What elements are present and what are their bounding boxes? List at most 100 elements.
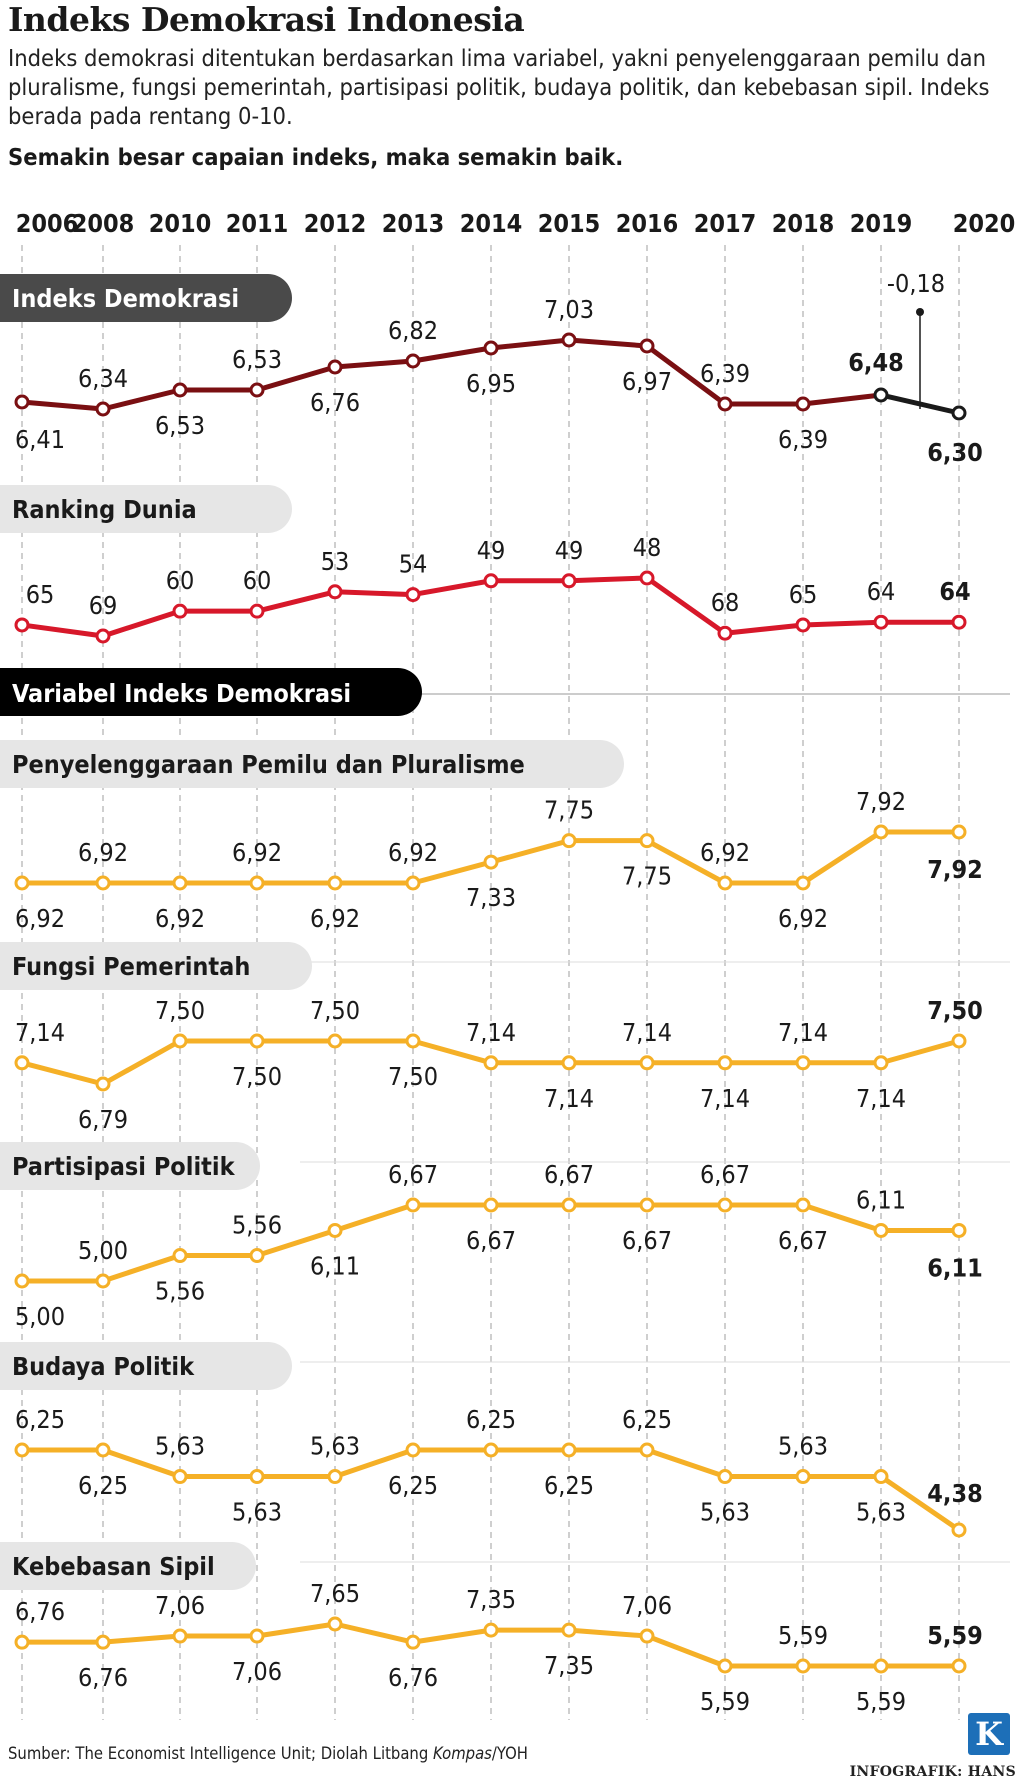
data-label: 7,50: [155, 996, 205, 1025]
data-label: 7,35: [544, 1651, 594, 1680]
data-point: [95, 1076, 111, 1092]
data-point: [14, 617, 30, 633]
data-point: [483, 1442, 499, 1458]
data-label: 5,59: [856, 1687, 906, 1716]
year-label: 2010: [149, 209, 212, 238]
data-label: 5,63: [778, 1432, 828, 1461]
data-label: 5,63: [155, 1432, 205, 1461]
data-point: [95, 1273, 111, 1289]
data-label: 6,76: [15, 1597, 65, 1626]
data-label: 6,92: [15, 904, 65, 933]
data-point: [951, 1658, 967, 1674]
data-point: [561, 1055, 577, 1071]
source-suffix: /YOH: [491, 1744, 528, 1763]
data-label: 6,48: [848, 348, 904, 377]
data-point: [95, 1442, 111, 1458]
data-point: [327, 875, 343, 891]
year-label: 2014: [460, 209, 523, 238]
data-label: 6,41: [15, 425, 65, 454]
data-point: [14, 1273, 30, 1289]
data-point: [795, 1055, 811, 1071]
data-label: 69: [89, 591, 118, 620]
data-label: 5,00: [15, 1302, 65, 1331]
data-point: [249, 1033, 265, 1049]
data-label: 7,75: [544, 796, 594, 825]
data-point: [483, 340, 499, 356]
data-point: [172, 1628, 188, 1644]
data-point: [639, 833, 655, 849]
data-label: 7,14: [700, 1084, 750, 1113]
data-point: [873, 1658, 889, 1674]
data-label: 5,56: [232, 1211, 282, 1240]
series-label: Ranking Dunia: [12, 495, 197, 524]
series-label: Penyelenggaraan Pemilu dan Pluralisme: [12, 750, 525, 779]
source-note: Sumber: The Economist Intelligence Unit;…: [8, 1744, 528, 1763]
data-point: [249, 1469, 265, 1485]
data-label: 4,38: [927, 1479, 983, 1508]
data-label: 49: [477, 536, 506, 565]
data-label: 6,76: [310, 388, 360, 417]
data-label: 7,14: [15, 1018, 65, 1047]
data-point: [873, 614, 889, 630]
data-point: [327, 584, 343, 600]
data-label: 7,14: [778, 1018, 828, 1047]
data-label: 6,67: [778, 1226, 828, 1255]
series-label: Partisipasi Politik: [12, 1152, 236, 1181]
data-point: [172, 382, 188, 398]
data-point: [172, 1248, 188, 1264]
data-point: [14, 1055, 30, 1071]
data-point: [873, 387, 889, 403]
data-point: [14, 1442, 30, 1458]
data-label: 53: [321, 547, 350, 576]
data-label: 5,56: [155, 1277, 205, 1306]
data-label: 6,67: [544, 1160, 594, 1189]
data-point: [795, 875, 811, 891]
data-label: 7,14: [466, 1018, 516, 1047]
data-point: [172, 603, 188, 619]
data-label: 6,67: [466, 1226, 516, 1255]
data-point: [717, 396, 733, 412]
data-point: [951, 1222, 967, 1238]
data-point: [561, 1622, 577, 1638]
data-point: [951, 1033, 967, 1049]
data-point: [405, 1033, 421, 1049]
data-point: [249, 382, 265, 398]
kompas-logo: K: [968, 1713, 1010, 1755]
data-point: [483, 1055, 499, 1071]
year-label: 2019: [850, 209, 913, 238]
page-title: Indeks Demokrasi Indonesia: [8, 0, 525, 39]
data-label: 6,95: [466, 369, 516, 398]
data-label: 6,39: [778, 425, 828, 454]
data-label: 6,92: [310, 904, 360, 933]
data-point: [561, 1442, 577, 1458]
data-label: 7,35: [466, 1585, 516, 1614]
data-label: 68: [711, 588, 740, 617]
data-point: [14, 875, 30, 891]
data-point: [95, 628, 111, 644]
year-label: 2013: [382, 209, 445, 238]
data-point: [327, 359, 343, 375]
data-point: [483, 854, 499, 870]
data-point: [327, 1616, 343, 1632]
data-label: 5,59: [927, 1621, 983, 1650]
data-label: 49: [555, 536, 584, 565]
data-point: [172, 1469, 188, 1485]
data-point: [172, 1033, 188, 1049]
data-point: [561, 332, 577, 348]
data-label: 6,25: [15, 1405, 65, 1434]
year-label: 2012: [304, 209, 367, 238]
data-label: 6,30: [927, 438, 983, 467]
data-point: [95, 1634, 111, 1650]
data-point: [795, 1197, 811, 1213]
data-label: 6,53: [232, 345, 282, 374]
data-point: [405, 875, 421, 891]
data-label: 6,92: [78, 838, 128, 867]
data-point: [483, 1622, 499, 1638]
description-text: Indeks demokrasi ditentukan berdasarkan …: [8, 44, 990, 130]
data-point: [95, 401, 111, 417]
data-point: [639, 1055, 655, 1071]
series-label-pill: [0, 1342, 292, 1390]
data-label: 7,14: [856, 1084, 906, 1113]
data-label: 6,82: [388, 316, 438, 345]
data-point: [327, 1469, 343, 1485]
